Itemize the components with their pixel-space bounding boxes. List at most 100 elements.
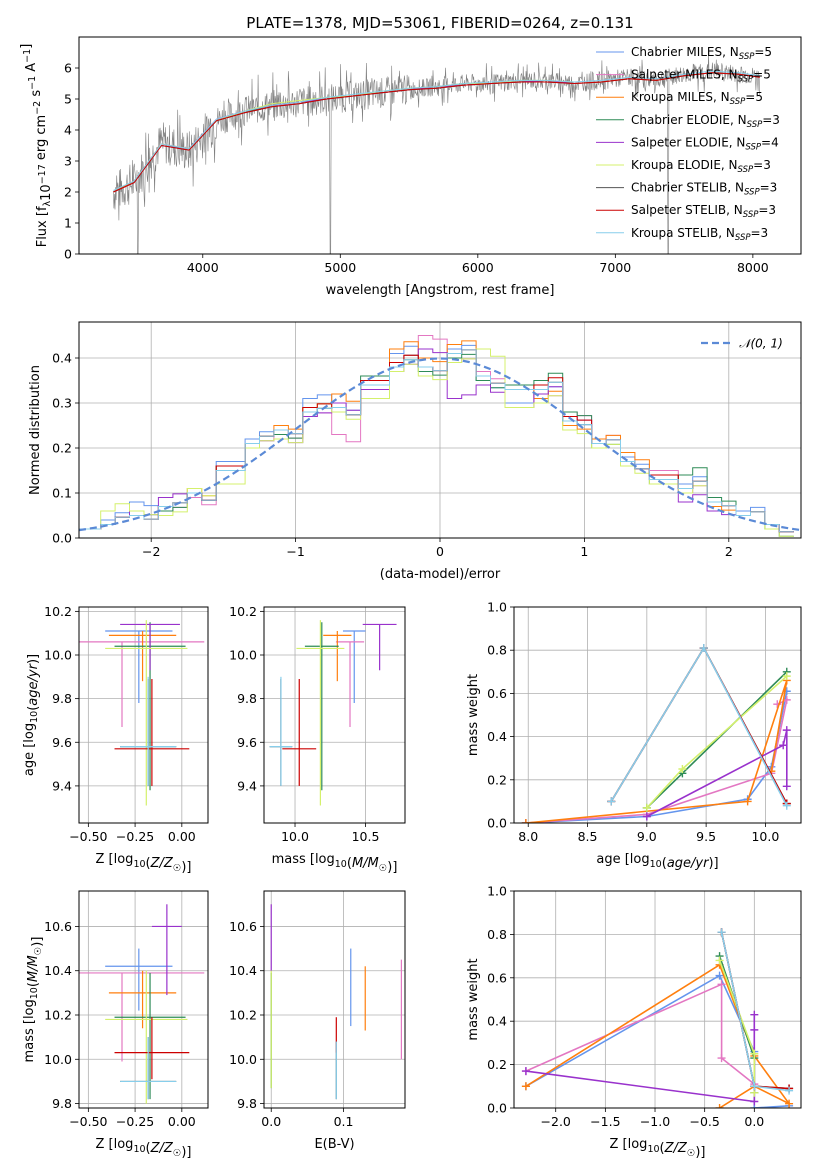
weight-marker: [715, 1104, 724, 1108]
y-tick-label: 0.6: [487, 970, 507, 985]
weight-marker: [717, 1054, 726, 1063]
model-spectrum-line: [113, 72, 760, 193]
y-tick-label: 10.6: [44, 919, 72, 934]
weight-marker: [717, 928, 726, 937]
y-tick-label: 10.2: [229, 1008, 257, 1023]
weight-marker: [521, 1082, 530, 1091]
y-tick-label: 10.0: [229, 648, 257, 663]
x-tick-label: 1: [580, 544, 588, 559]
x-axis-label: Z [log10(Z/Z☉)]: [96, 1137, 192, 1160]
x-tick-label: −0.5: [689, 1114, 719, 1129]
panel-weight-vs-age: 8.0 8.5 9.0 9.5 10.0 0.0 0.2 0.4 0.6 0.8 1.0 age [l…: [466, 600, 802, 871]
y-tick-label: 0.1: [52, 486, 72, 501]
panel-residuals: −2 −1 0 1 2 0.0 0.1 0.2 0.3 0.4 𝒩(0, 1) (data-model…: [28, 321, 802, 582]
y-tick-label: 0.2: [487, 772, 507, 787]
y-tick-label: 9.4: [237, 778, 257, 793]
x-axis-label: Z [log10(Z/Z☉)]: [610, 1137, 706, 1160]
y-tick-label: 0.0: [52, 531, 72, 546]
weight-marker: [782, 672, 791, 681]
figure-title: PLATE=1378, MJD=53061, FIBERID=0264, z=0…: [246, 14, 633, 32]
weight-marker: [785, 1086, 794, 1095]
plot-area: [79, 620, 205, 806]
y-tick-label: 9.8: [237, 691, 257, 706]
x-tick-label: 9.5: [696, 829, 716, 844]
residual-histogram: [79, 348, 794, 537]
y-tick-label: 1.0: [487, 884, 507, 899]
x-tick-label: 5000: [324, 260, 356, 275]
x-tick-label: 4000: [187, 260, 219, 275]
y-tick-label: 9.8: [52, 1096, 72, 1111]
y-tick-label: 0.4: [487, 729, 507, 744]
plot-area: [521, 644, 791, 823]
panel-mass-vs-ebv: 0.0 0.1 9.8 10.0 10.2 10.4 10.6: [229, 890, 406, 1129]
weight-marker: [773, 700, 782, 709]
plot-layer: 4000 5000 6000 7000 8000 0 1 2 3 4 5 6 Chabrier MILE…: [19, 36, 802, 1160]
y-axis-label: mass weight: [466, 674, 481, 756]
axes-frame: [513, 606, 802, 824]
weight-marker: [750, 1010, 759, 1019]
x-axis-label: wavelength [Angstrom, rest frame]: [326, 283, 555, 298]
y-tick-label: 9.8: [237, 1096, 257, 1111]
weight-marker: [750, 1097, 759, 1106]
weight-marker: [750, 1082, 759, 1091]
weight-marker: [642, 803, 651, 812]
weight-line: [646, 729, 788, 818]
x-tick-label: −1.5: [590, 1114, 620, 1129]
x-tick-label: −2: [142, 544, 160, 559]
weight-marker: [750, 1049, 759, 1058]
legend-entry: Kroupa MILES, NSSP=5: [631, 90, 763, 107]
axes-frame: [263, 890, 406, 1109]
weight-line: [525, 983, 755, 1085]
x-tick-label: −0.25: [116, 829, 154, 844]
y-tick-label: 10.2: [229, 604, 257, 619]
y-tick-label: 0.8: [487, 643, 507, 658]
x-axis-label: (data-model)/error: [380, 567, 501, 582]
x-axis-label: age [log10(age/yr)]: [596, 852, 718, 871]
legend-entry: Salpeter MILES, NSSP=5: [631, 68, 771, 85]
y-tick-label: 0.2: [487, 1057, 507, 1072]
x-tick-label: 6000: [462, 260, 494, 275]
weight-line: [720, 932, 790, 1090]
plot-area: [113, 52, 760, 254]
x-tick-label: 8.0: [518, 829, 538, 844]
panel-mass-vs-z: −0.50 −0.25 0.00 9.8 10.0 10.2 10.4 10.6 Z [log1…: [22, 890, 209, 1160]
panel-weight-vs-z: −2.0 −1.5 −1.0 −0.5 0.0 0.0 0.2 0.4 0.6 0.8 1.0 Z […: [466, 884, 802, 1160]
weight-marker: [750, 1025, 759, 1034]
y-tick-label: 3: [64, 154, 72, 169]
x-tick-label: 0.00: [168, 829, 196, 844]
x-tick-label: −0.50: [69, 829, 107, 844]
x-tick-label: 10.0: [281, 829, 309, 844]
y-axis-label: Normed distribution: [28, 365, 43, 495]
y-axis-label: mass weight: [466, 958, 481, 1040]
y-tick-label: 10.0: [229, 1052, 257, 1067]
y-tick-label: 10.4: [44, 963, 72, 978]
x-tick-label: −1.0: [640, 1114, 670, 1129]
weight-marker: [642, 812, 651, 821]
legend-entry: Chabrier ELODIE, NSSP=3: [631, 113, 780, 130]
legend-entry: Salpeter ELODIE, NSSP=4: [631, 135, 779, 152]
weight-marker: [782, 782, 791, 791]
x-axis-label: E(B-V): [314, 1137, 354, 1152]
legend-entry: Chabrier MILES, NSSP=5: [631, 45, 772, 62]
plot-area: [521, 928, 794, 1108]
legend-entry: Salpeter STELIB, NSSP=3: [631, 203, 776, 220]
plot-area: [79, 335, 801, 537]
plot-area: [79, 904, 205, 1104]
y-tick-label: 0.8: [487, 927, 507, 942]
y-tick-label: 10.0: [44, 648, 72, 663]
y-tick-label: 10.0: [44, 1052, 72, 1067]
axes-frame: [78, 36, 802, 255]
y-tick-label: 5: [64, 92, 72, 107]
axes-frame: [263, 606, 406, 824]
x-tick-label: 8.5: [578, 829, 598, 844]
y-tick-label: 10.2: [44, 1008, 72, 1023]
weight-line: [525, 963, 790, 1108]
weight-marker: [715, 956, 724, 965]
panel-age-vs-mass: 10.0 10.5 9.4 9.6 9.8 10.0 10.2 mass [log10(M/M…: [229, 604, 406, 875]
y-tick-label: 6: [64, 61, 72, 76]
x-axis-label: Z [log10(Z/Z☉)]: [96, 852, 192, 875]
axes-frame: [78, 890, 209, 1109]
residual-histogram: [79, 349, 794, 533]
legend-entry: Kroupa STELIB, NSSP=3: [631, 226, 768, 243]
